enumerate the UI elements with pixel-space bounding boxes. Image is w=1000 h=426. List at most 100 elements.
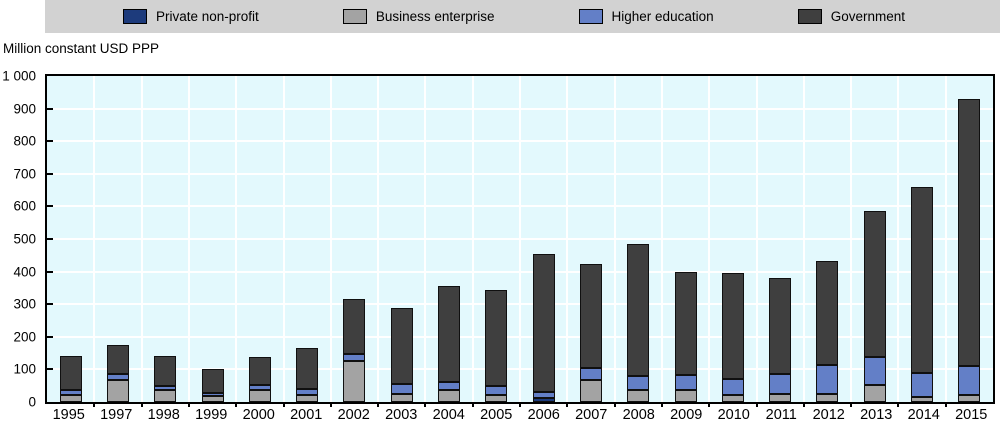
bar-slot-2005	[473, 76, 520, 402]
x-tick-label-1995: 1995	[52, 407, 85, 423]
bar-slot-2006	[520, 76, 567, 402]
x-axis-tick	[471, 402, 474, 407]
bar-slot-2008	[615, 76, 662, 402]
x-tick-label-2003: 2003	[385, 407, 418, 423]
segment-government	[438, 286, 461, 383]
segment-higher-education	[390, 384, 413, 395]
v-gridline	[802, 76, 805, 402]
legend-item-private-non-profit: Private non-profit	[123, 9, 259, 24]
segment-higher-education	[721, 378, 744, 396]
segment-government	[296, 348, 319, 389]
v-gridline	[471, 76, 474, 402]
y-tick-label: 500	[13, 231, 36, 247]
v-gridline	[566, 76, 569, 402]
segment-higher-education	[816, 364, 839, 394]
segment-higher-education	[248, 385, 271, 391]
y-axis-tick	[47, 270, 53, 273]
segment-government	[627, 243, 650, 376]
v-gridline	[708, 76, 711, 402]
segment-government	[390, 307, 413, 385]
segment-government	[106, 344, 129, 375]
segment-higher-education	[674, 374, 697, 391]
segment-government	[816, 260, 839, 365]
x-tick-label-2015: 2015	[955, 407, 988, 423]
segment-higher-education	[863, 357, 886, 385]
stacked-bar-2007	[579, 264, 602, 402]
segment-higher-education	[201, 393, 224, 397]
y-tick-label: 900	[13, 101, 36, 117]
stacked-bar-2003	[390, 307, 413, 402]
stacked-bar-1995	[59, 356, 82, 402]
legend-label: Higher education	[611, 9, 714, 24]
segment-business-enterprise	[579, 380, 602, 402]
stacked-bar-2014	[911, 186, 934, 402]
segment-government	[248, 357, 271, 386]
v-gridline	[613, 76, 616, 402]
stacked-bar-1997	[106, 344, 129, 402]
legend-swatch-business-enterprise-icon	[342, 9, 367, 24]
bar-slot-2013	[851, 76, 898, 402]
y-axis-tick	[47, 238, 53, 240]
x-tick-label-2001: 2001	[290, 407, 323, 423]
segment-government	[343, 299, 366, 355]
x-axis-tick	[708, 402, 711, 407]
x-axis-tick	[424, 402, 427, 407]
stacked-bar-2004	[438, 286, 461, 402]
y-tick-label: 300	[13, 296, 36, 312]
v-gridline	[187, 76, 190, 402]
stacked-bar-2005	[485, 289, 508, 402]
bar-slot-2011	[757, 76, 804, 402]
segment-business-enterprise	[485, 395, 508, 402]
v-gridline	[282, 76, 285, 402]
legend-swatch-government-icon	[797, 9, 822, 24]
y-axis-tick	[47, 303, 53, 306]
bar-slot-2010	[709, 76, 756, 402]
legend-item-higher-education: Higher education	[578, 9, 714, 24]
segment-higher-education	[485, 386, 508, 396]
v-gridline	[660, 76, 663, 402]
x-tick-label-2005: 2005	[480, 407, 513, 423]
x-axis-tick	[282, 402, 285, 407]
x-axis-tick	[944, 402, 947, 407]
x-axis-tick	[377, 402, 380, 407]
segment-business-enterprise	[201, 396, 224, 402]
y-axis-tick	[47, 140, 53, 143]
segment-government	[674, 271, 697, 375]
y-tick-label: 0	[28, 394, 36, 410]
bar-slot-2000	[236, 76, 283, 402]
stacked-bar-2012	[816, 260, 839, 402]
y-axis-tick	[47, 205, 53, 208]
x-tick-label-2008: 2008	[622, 407, 655, 423]
stacked-bar-1999	[201, 369, 224, 402]
bar-slot-1999	[189, 76, 236, 402]
legend-label: Private non-profit	[156, 9, 259, 24]
segment-business-enterprise	[248, 390, 271, 402]
segment-business-enterprise	[911, 397, 934, 402]
y-axis-title: Million constant USD PPP	[3, 41, 160, 56]
stacked-bar-2002	[343, 299, 366, 402]
x-tick-label-2009: 2009	[670, 407, 703, 423]
v-gridline	[850, 76, 853, 402]
v-gridline	[755, 76, 758, 402]
x-axis-tick-labels: 1995 1997 1998 1999 2000 2001 2002 2003 2004 2005…	[45, 407, 995, 423]
bar-slot-2004	[425, 76, 472, 402]
x-axis-tick	[802, 402, 805, 407]
segment-business-enterprise	[296, 394, 319, 402]
bar-slot-1995	[47, 76, 94, 402]
v-gridline	[329, 76, 332, 402]
v-gridline	[93, 76, 96, 402]
x-axis-tick	[897, 402, 900, 407]
plot-area	[45, 74, 995, 404]
segment-government	[863, 211, 886, 358]
x-axis-tick	[755, 402, 758, 407]
v-gridline	[235, 76, 238, 402]
segment-business-enterprise	[343, 360, 366, 402]
v-gridline	[140, 76, 143, 402]
x-tick-label-2013: 2013	[860, 407, 893, 423]
x-tick-label-2011: 2011	[765, 407, 797, 423]
segment-higher-education	[296, 388, 319, 395]
v-gridline	[944, 76, 947, 402]
segment-business-enterprise	[958, 394, 981, 402]
segment-business-enterprise	[438, 390, 461, 402]
